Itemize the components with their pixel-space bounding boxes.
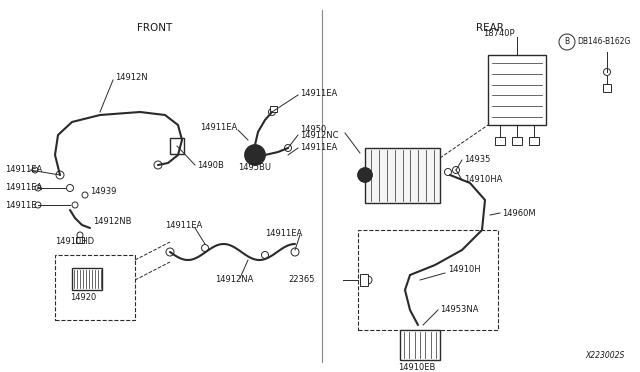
Text: 14953NA: 14953NA [440,305,479,314]
Bar [55,255,135,320]
Circle shape [245,145,265,165]
Text: 22365: 22365 [288,276,314,285]
Text: 1490B: 1490B [197,160,224,170]
Text: 14912NC: 14912NC [300,131,339,140]
Text: 14911EA: 14911EA [5,166,42,174]
Text: 14910H: 14910H [448,266,481,275]
Text: 14911EA: 14911EA [200,122,237,131]
Text: 14911EA: 14911EA [265,228,302,237]
Text: FRONT: FRONT [138,23,173,33]
Text: REAR: REAR [476,23,504,33]
Bar [170,138,184,154]
Text: 14911EA: 14911EA [165,221,202,230]
Text: 14939: 14939 [90,187,116,196]
Text: 14910HA: 14910HA [464,176,502,185]
Text: 14920: 14920 [70,294,96,302]
Bar [400,330,440,360]
Text: 14910HD: 14910HD [55,237,94,247]
Bar [72,268,102,290]
Text: X223002S: X223002S [586,350,625,359]
Bar [495,137,505,145]
Bar [529,137,539,145]
Bar [76,237,84,243]
Bar [512,137,522,145]
Text: DB146-B162G: DB146-B162G [577,38,630,46]
Text: B: B [564,38,570,46]
Bar [270,106,277,112]
Text: 14950: 14950 [300,125,326,135]
Bar [358,230,498,330]
Text: 14911EA: 14911EA [5,183,42,192]
Bar [365,148,440,203]
Text: 1495BU: 1495BU [238,164,271,173]
Text: 14935: 14935 [464,155,490,164]
Circle shape [358,168,372,182]
Text: 14912N: 14912N [115,74,148,83]
Text: 18740P: 18740P [483,29,515,38]
Text: 14911E: 14911E [5,201,36,209]
Bar [360,274,368,286]
Text: 14912NA: 14912NA [215,276,253,285]
Bar [488,55,546,125]
Text: 14910EB: 14910EB [398,362,435,372]
Bar [603,84,611,92]
Text: 14911EA: 14911EA [300,90,337,99]
Text: 14912NB: 14912NB [93,218,131,227]
Text: 14911EA: 14911EA [300,144,337,153]
Text: 14960M: 14960M [502,208,536,218]
